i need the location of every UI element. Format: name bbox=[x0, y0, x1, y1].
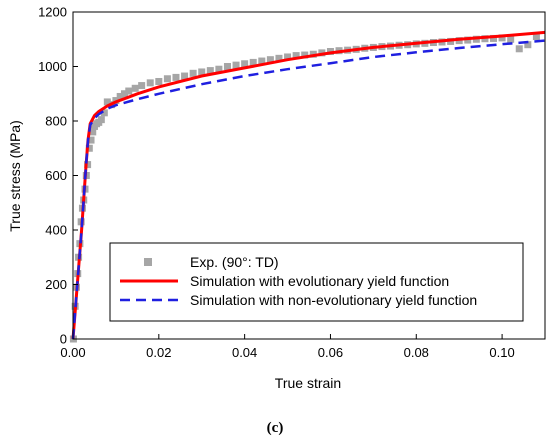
data-point bbox=[292, 52, 300, 60]
data-point bbox=[125, 87, 133, 95]
data-point bbox=[87, 136, 95, 144]
x-tick-label: 0.00 bbox=[60, 345, 85, 360]
data-point bbox=[103, 98, 111, 106]
data-point bbox=[515, 45, 523, 53]
data-point bbox=[284, 53, 292, 61]
data-point bbox=[301, 51, 309, 59]
data-point bbox=[258, 57, 266, 65]
y-tick-label: 1200 bbox=[38, 5, 67, 20]
data-point bbox=[498, 34, 506, 42]
data-point bbox=[89, 128, 97, 136]
data-point bbox=[275, 54, 283, 62]
x-tick-label: 0.08 bbox=[404, 345, 429, 360]
data-point bbox=[85, 144, 93, 152]
data-point bbox=[198, 68, 206, 76]
axes: 0.00 0.02 0.04 0.06 0.08 0.10 0 200 400 600 800 100… bbox=[38, 5, 546, 360]
y-axis-title: True stress (MPa) bbox=[7, 120, 23, 232]
y-tick-label: 400 bbox=[45, 223, 67, 238]
legend-marker bbox=[144, 258, 152, 266]
y-tick-label: 800 bbox=[45, 114, 67, 129]
panel-label: (c) bbox=[267, 420, 284, 436]
data-point bbox=[266, 56, 274, 64]
data-point bbox=[97, 116, 105, 124]
data-point bbox=[100, 109, 108, 117]
data-point bbox=[189, 69, 197, 77]
y-tick-label: 200 bbox=[45, 277, 67, 292]
data-point bbox=[206, 67, 214, 75]
data-point bbox=[172, 73, 180, 81]
data-point bbox=[241, 60, 249, 68]
data-point bbox=[532, 33, 540, 41]
legend-label: Simulation with evolutionary yield funct… bbox=[190, 273, 449, 289]
x-tick-label: 0.02 bbox=[146, 345, 171, 360]
x-tick-label: 0.06 bbox=[318, 345, 343, 360]
data-point bbox=[146, 79, 154, 87]
data-point bbox=[223, 63, 231, 70]
x-axis-title: True strain bbox=[275, 375, 341, 391]
data-point bbox=[215, 65, 223, 73]
legend-box bbox=[109, 242, 524, 322]
data-point bbox=[524, 41, 532, 49]
plot-area bbox=[69, 30, 546, 343]
legend: Exp. (90°: TD) Simulation with evolutiona… bbox=[109, 242, 524, 322]
data-point bbox=[138, 82, 146, 90]
data-point bbox=[120, 90, 128, 98]
data-point bbox=[249, 58, 257, 66]
x-tick-label: 0.04 bbox=[232, 345, 257, 360]
legend-label: Simulation with non-evolutionary yield f… bbox=[190, 292, 477, 308]
y-tick-label: 1000 bbox=[38, 59, 67, 74]
data-point bbox=[181, 72, 189, 80]
data-point bbox=[155, 77, 163, 85]
data-point bbox=[507, 35, 515, 43]
legend-label: Exp. (90°: TD) bbox=[190, 254, 279, 270]
data-point bbox=[232, 61, 240, 69]
data-point bbox=[131, 84, 139, 92]
data-point bbox=[490, 34, 498, 42]
x-tick-label: 0.10 bbox=[489, 345, 514, 360]
data-point bbox=[116, 92, 124, 100]
data-point bbox=[163, 75, 171, 83]
y-tick-label: 600 bbox=[45, 168, 67, 183]
series-line-2 bbox=[71, 39, 546, 340]
y-tick-label: 0 bbox=[60, 332, 67, 347]
